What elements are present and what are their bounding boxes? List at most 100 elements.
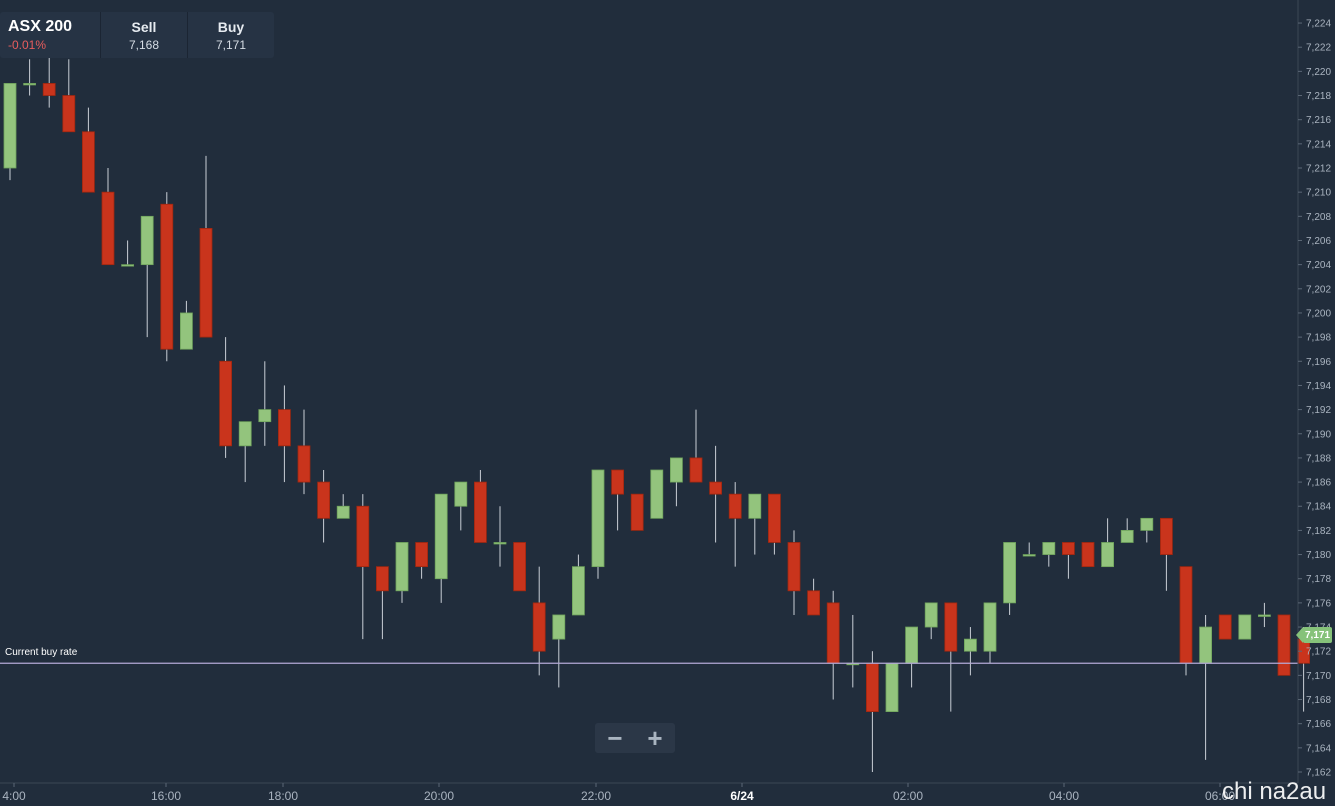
candle-body [395, 542, 409, 592]
sell-button[interactable]: Sell 7,168 [101, 12, 188, 58]
y-tick-label: 7,202 [1306, 284, 1331, 295]
y-tick-label: 7,168 [1306, 695, 1331, 706]
candle [905, 626, 918, 688]
y-tick-label: 7,180 [1306, 550, 1331, 561]
candle [846, 614, 860, 688]
candle [454, 481, 468, 531]
candle [532, 566, 546, 676]
candle-body [199, 227, 213, 338]
candle-body [434, 493, 448, 580]
candle [336, 494, 350, 519]
candle [709, 445, 722, 543]
price-change: -0.01% [8, 38, 47, 52]
candle-body [728, 493, 742, 519]
candle-body [1160, 517, 1173, 555]
candle-body [591, 469, 605, 568]
candle [689, 409, 703, 483]
y-axis-ticks: 7,1627,1647,1667,1687,1707,1727,1747,176… [1298, 19, 1331, 779]
buy-label: Buy [217, 18, 245, 35]
candle [748, 493, 762, 555]
candle [317, 470, 331, 543]
candle [277, 385, 291, 483]
zoom-in-button[interactable]: + [647, 723, 663, 753]
candle [199, 155, 213, 338]
candle [1003, 542, 1016, 615]
candle-body [336, 505, 350, 519]
candle-body [826, 602, 840, 664]
candle-body [454, 481, 468, 507]
current-buy-rate-badge: 7,171 [1296, 627, 1332, 643]
y-tick-label: 7,200 [1306, 308, 1331, 319]
candle [23, 59, 37, 96]
candle [160, 192, 174, 362]
buy-button[interactable]: Buy 7,171 [188, 12, 274, 58]
y-tick-label: 7,220 [1306, 67, 1331, 78]
candle-body [140, 215, 154, 266]
candle [572, 554, 585, 616]
candle-body [82, 131, 95, 193]
candle-body [1101, 542, 1114, 568]
candle-body [3, 83, 17, 169]
candle-body [375, 566, 389, 592]
instrument-ticker[interactable]: ASX 200 -0.01% Sell 7,168 Buy 7,171 [0, 12, 274, 58]
candle-body [1003, 542, 1016, 604]
candle [885, 662, 899, 713]
y-tick-label: 7,206 [1306, 236, 1331, 247]
candle [82, 107, 95, 193]
candle [513, 542, 526, 592]
candle [630, 493, 644, 531]
zoom-controls: − + [595, 723, 675, 753]
y-tick-label: 7,196 [1306, 357, 1331, 368]
y-tick-label: 7,194 [1306, 381, 1331, 392]
candle [434, 493, 448, 603]
candle [1199, 614, 1212, 760]
candle-body [317, 481, 331, 519]
y-tick-label: 7,208 [1306, 212, 1331, 223]
candle [1101, 518, 1114, 568]
candle-body [944, 602, 958, 652]
candle [1022, 542, 1036, 557]
y-tick-label: 7,212 [1306, 164, 1331, 175]
y-tick-label: 7,184 [1306, 502, 1331, 513]
candle [1140, 517, 1154, 543]
candle [297, 409, 311, 495]
candle [964, 627, 977, 676]
candle-body [885, 662, 899, 713]
candle-body [1081, 542, 1095, 568]
candle-body [768, 493, 781, 543]
candle [728, 482, 742, 567]
candle-body [219, 360, 233, 447]
candle [826, 590, 840, 700]
candle [219, 337, 233, 458]
y-tick-label: 7,214 [1306, 139, 1331, 150]
candle-body [473, 481, 487, 543]
candle [768, 493, 781, 555]
candle [121, 240, 134, 267]
candle-body [532, 602, 546, 652]
watermark: chi na2au [1222, 778, 1327, 805]
candle [1160, 517, 1173, 591]
x-tick-label: 4:00 [2, 789, 26, 803]
candle [62, 59, 76, 133]
y-tick-label: 7,178 [1306, 574, 1331, 585]
candle-body [807, 590, 820, 616]
candle-body [277, 409, 291, 447]
candle-body [748, 493, 762, 519]
candle-body [101, 191, 115, 266]
candle [101, 168, 115, 266]
candle-body [1120, 530, 1134, 543]
x-tick-label: 04:00 [1049, 789, 1079, 803]
y-tick-label: 7,210 [1306, 188, 1331, 199]
candle-body [297, 445, 311, 483]
candle [258, 361, 272, 446]
candle [1062, 542, 1075, 579]
candle-body [552, 614, 566, 640]
candle [591, 469, 605, 579]
zoom-out-button[interactable]: − [607, 723, 623, 753]
instrument-cell[interactable]: ASX 200 -0.01% [0, 12, 101, 58]
candle-body [356, 505, 370, 568]
candle [1238, 614, 1252, 640]
candle [238, 421, 252, 483]
candle-body [1199, 626, 1212, 664]
